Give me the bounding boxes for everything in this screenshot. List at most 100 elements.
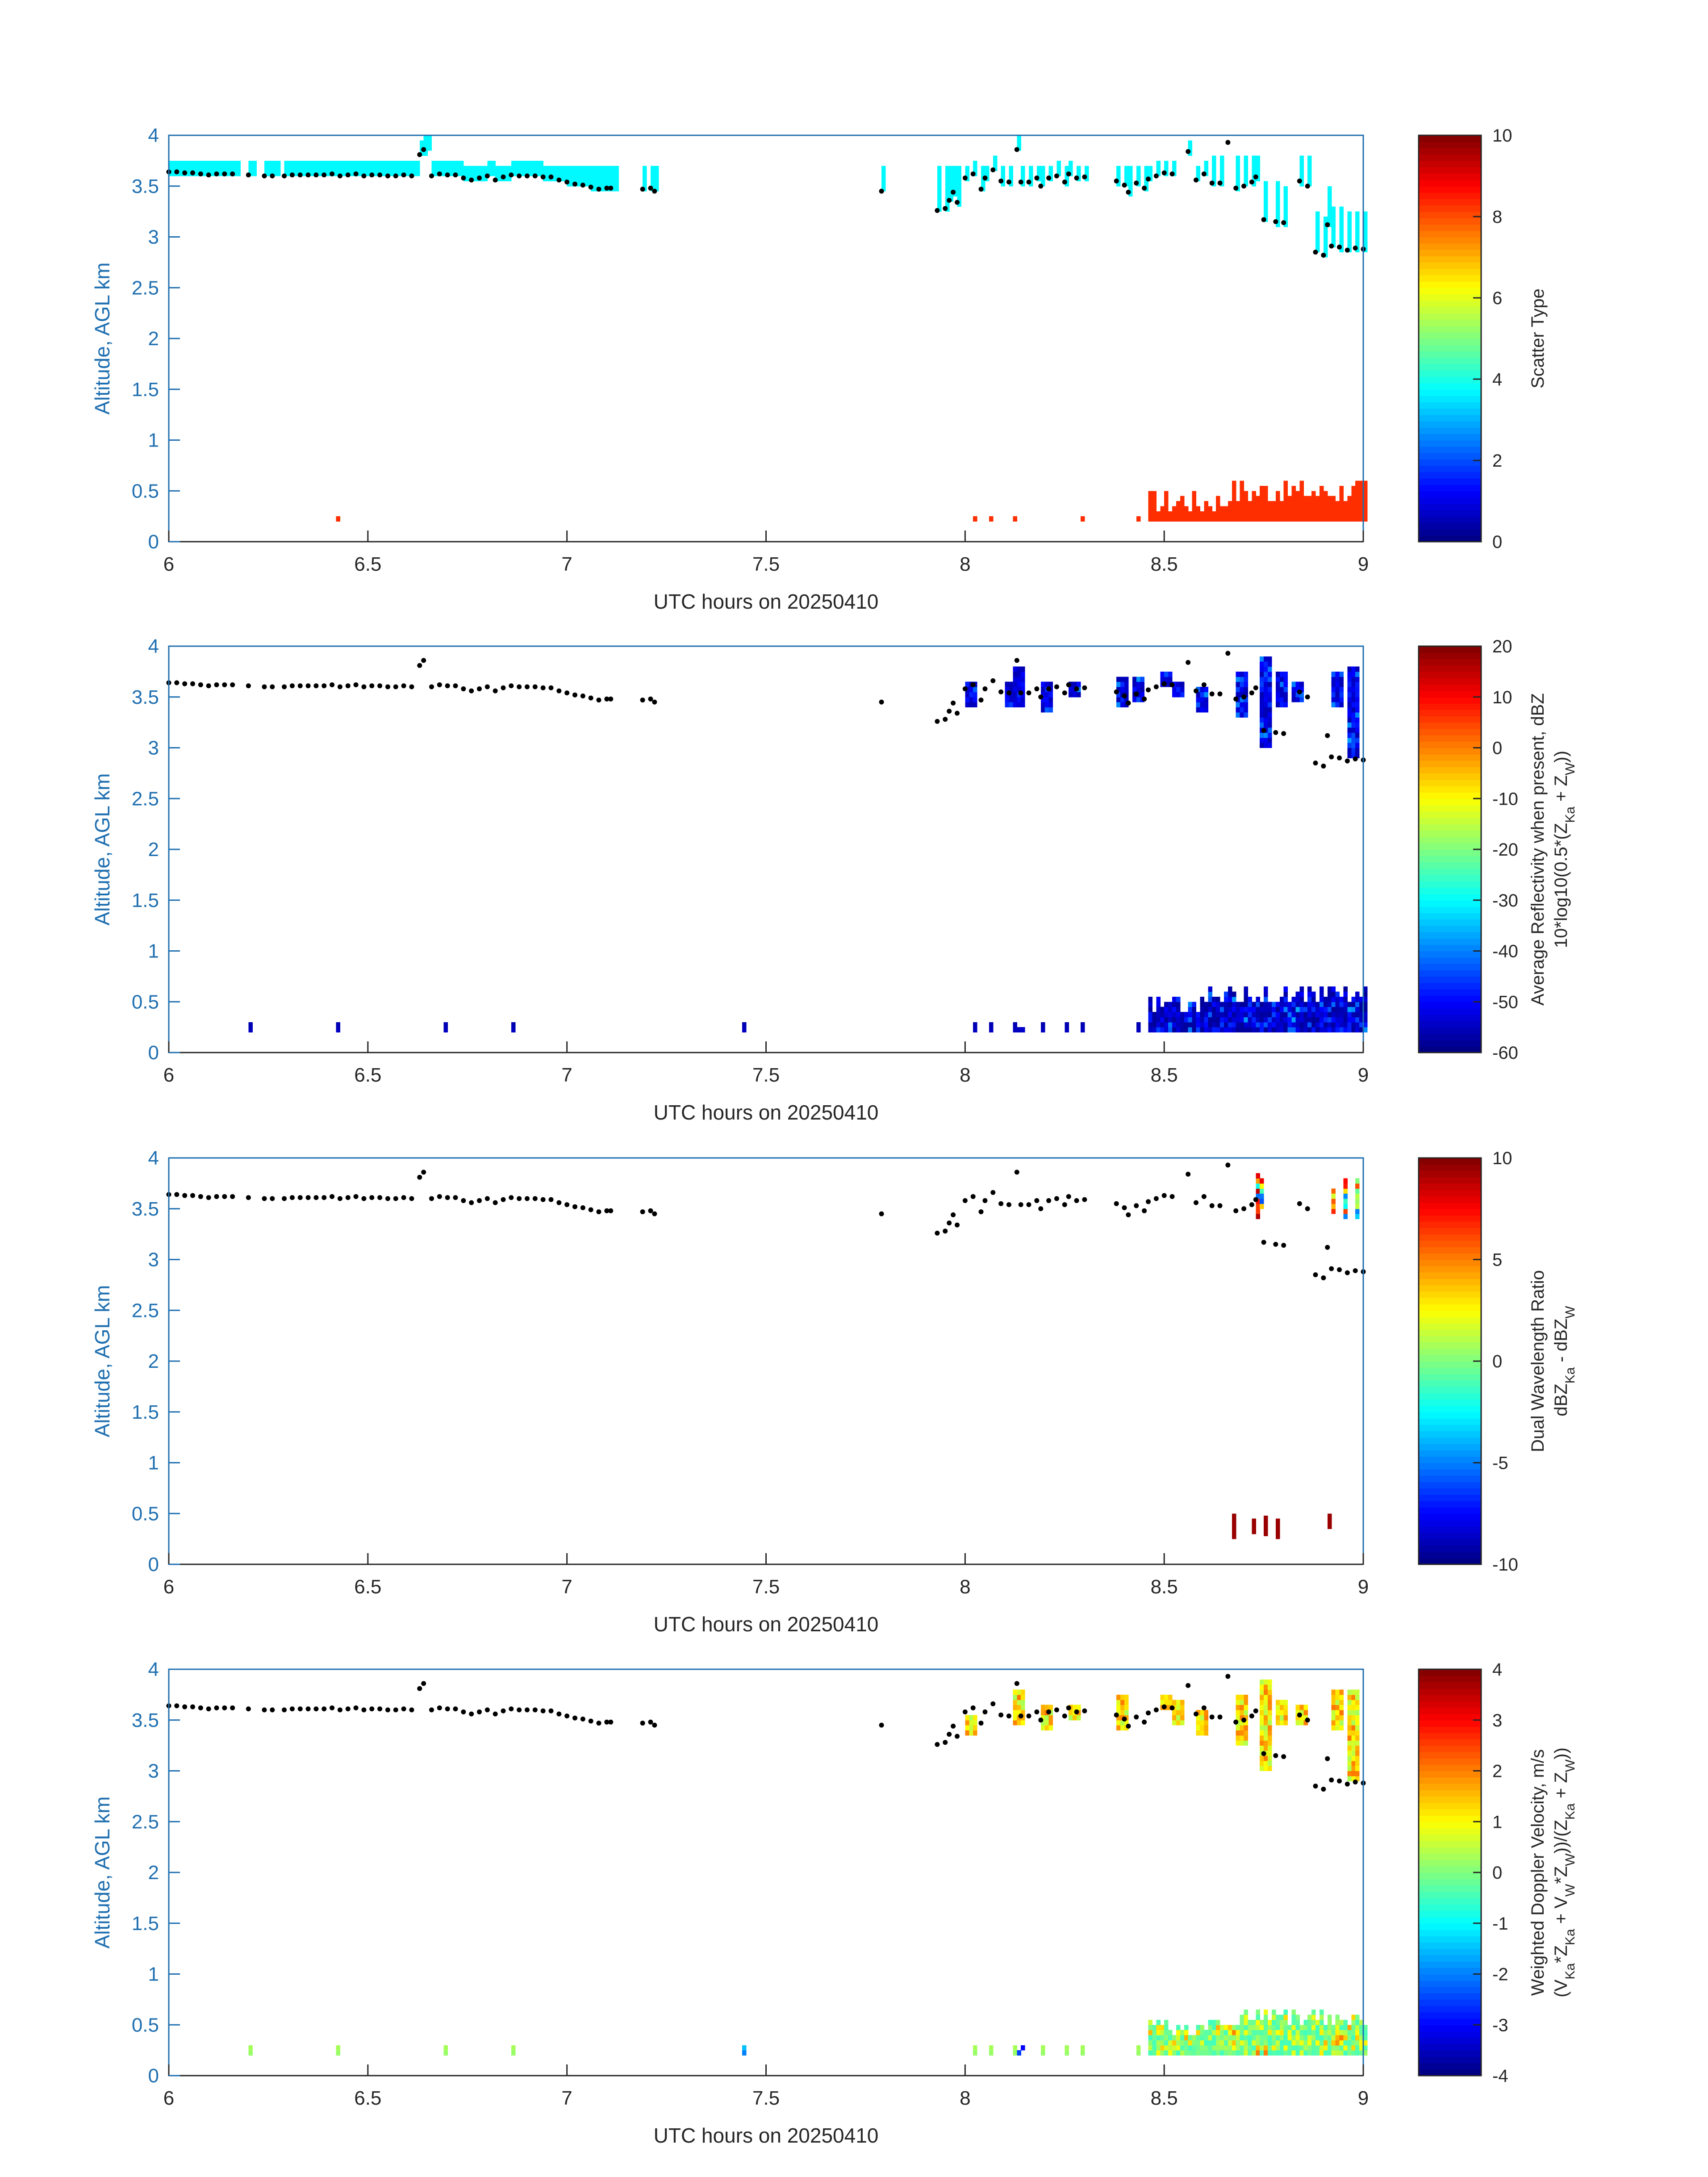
heatmap-cell xyxy=(1319,2040,1324,2046)
cloud-base-point xyxy=(1074,1709,1079,1715)
cloud-base-point xyxy=(270,1196,275,1201)
heatmap-cell xyxy=(1331,1007,1336,1012)
heatmap-cell xyxy=(973,160,977,166)
cloud-base-point xyxy=(246,1706,251,1712)
heatmap-cell xyxy=(1152,506,1157,512)
heatmap-cell xyxy=(945,186,950,192)
heatmap-cell xyxy=(1029,176,1033,181)
heatmap-cell xyxy=(507,166,512,171)
heatmap-cell xyxy=(1279,996,1284,1002)
heatmap-cell xyxy=(949,166,954,171)
heatmap-cell xyxy=(1279,2050,1284,2056)
heatmap-cell xyxy=(1172,996,1177,1002)
colorbar-segment xyxy=(1419,192,1481,199)
heatmap-cell xyxy=(1244,496,1249,501)
cloud-base-point xyxy=(998,1712,1004,1717)
cloud-base-point xyxy=(879,699,884,705)
heatmap-cell xyxy=(248,166,253,171)
heatmap-cell xyxy=(567,181,572,187)
heatmap-cell xyxy=(1268,2050,1272,2056)
heatmap-cell xyxy=(1220,166,1224,171)
heatmap-cell xyxy=(1264,681,1268,687)
heatmap-cell xyxy=(563,176,568,181)
cloud-base-point xyxy=(1225,1162,1231,1168)
heatmap-cell xyxy=(1013,516,1017,522)
heatmap-cell xyxy=(1303,1007,1308,1012)
heatmap-cell xyxy=(1264,511,1268,517)
heatmap-cell xyxy=(1044,1725,1049,1731)
heatmap-cell xyxy=(1363,991,1368,997)
heatmap-cell xyxy=(1339,511,1344,517)
heatmap-cell xyxy=(435,160,440,166)
cloud-base-point xyxy=(947,709,952,714)
heatmap-cell xyxy=(1252,2045,1256,2051)
colorbar-segment xyxy=(1419,722,1481,729)
heatmap-cell xyxy=(292,166,296,171)
heatmap-cell xyxy=(599,176,603,181)
heatmap-cell xyxy=(1279,2014,1284,2020)
colorbar-segment xyxy=(1419,364,1481,371)
heatmap-cell xyxy=(1216,2045,1220,2051)
heatmap-cell xyxy=(1260,1203,1264,1209)
heatmap-cell xyxy=(1140,692,1145,698)
colorbar-segment xyxy=(1419,167,1481,174)
cloud-base-point xyxy=(1345,1781,1350,1787)
heatmap-cell xyxy=(1240,1017,1244,1023)
heatmap-cell xyxy=(1260,1760,1264,1766)
cloud-base-point xyxy=(1209,691,1215,697)
heatmap-cell xyxy=(1152,491,1157,497)
heatmap-cell xyxy=(1172,166,1177,171)
heatmap-cell xyxy=(654,171,659,176)
heatmap-cell xyxy=(483,176,488,181)
heatmap-cell xyxy=(1363,2035,1368,2040)
x-tick-label: 8 xyxy=(960,553,970,575)
x-tick-label: 7.5 xyxy=(752,553,780,575)
colorbar-segment xyxy=(1419,1456,1481,1463)
heatmap-cell xyxy=(1260,1178,1264,1184)
heatmap-cell xyxy=(1287,1007,1292,1012)
heatmap-cell xyxy=(1339,2035,1344,2040)
heatmap-cell xyxy=(1176,681,1181,687)
heatmap-cell xyxy=(1232,506,1236,512)
heatmap-cell xyxy=(1236,2035,1240,2040)
colorbar-segment xyxy=(1419,1482,1481,1489)
colorbar-segment xyxy=(1419,1405,1481,1412)
heatmap-cell xyxy=(1355,1178,1360,1184)
heatmap-cell xyxy=(1359,481,1364,486)
heatmap-cell xyxy=(396,160,400,166)
heatmap-cell xyxy=(1295,511,1300,517)
heatmap-cell xyxy=(973,2045,977,2051)
heatmap-cell xyxy=(1319,986,1324,992)
label-text: (V xyxy=(1551,1979,1571,1997)
heatmap-cell xyxy=(1299,1012,1304,1017)
heatmap-cell xyxy=(1355,1694,1360,1700)
heatmap-cell xyxy=(348,166,352,171)
heatmap-cell xyxy=(1240,1735,1244,1741)
heatmap-cell xyxy=(1268,737,1272,743)
heatmap-cell xyxy=(1275,2040,1280,2046)
heatmap-cell xyxy=(1275,1022,1280,1028)
heatmap-cell xyxy=(1260,2025,1264,2031)
heatmap-cell xyxy=(1311,1022,1316,1028)
heatmap-cell xyxy=(1188,1012,1193,1017)
y-tick-label: 4 xyxy=(148,1659,159,1680)
heatmap-cell xyxy=(1073,1715,1077,1721)
heatmap-cell xyxy=(1132,697,1137,702)
cloud-base-point xyxy=(978,187,984,192)
heatmap-cell xyxy=(1307,2019,1312,2025)
heatmap-cell xyxy=(220,166,225,171)
cloud-base-point xyxy=(509,683,514,689)
cloud-base-point xyxy=(190,1704,195,1709)
heatmap-cell xyxy=(1220,511,1224,517)
label-text: Average Reflectivity when present, dBZ xyxy=(1528,693,1548,1006)
heatmap-cell xyxy=(1220,2050,1224,2056)
heatmap-cell xyxy=(220,160,225,166)
cloud-base-point xyxy=(580,1716,585,1722)
colorbar-segment xyxy=(1419,684,1481,691)
heatmap-cell xyxy=(1236,1705,1240,1710)
colorbar-segment xyxy=(1419,843,1481,850)
heatmap-cell xyxy=(1152,2040,1157,2046)
